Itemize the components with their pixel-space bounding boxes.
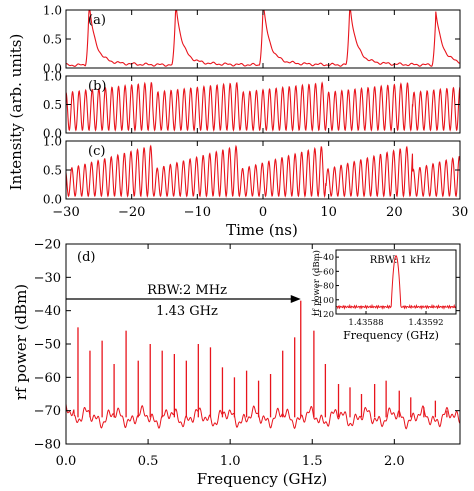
inset-y-tick-label: −40 [316,253,334,263]
x-tick-label: −30 [52,205,79,220]
y-tick-label: 0.5 [43,98,62,112]
inset-ylabel: rf power (dBm) [311,250,322,316]
y-tick-label: −40 [34,304,61,319]
intensity-trace-b [65,81,461,132]
x-tick-label: 2.0 [384,454,405,469]
inset-xlabel: Frequency (GHz) [343,329,439,342]
x-tick-label: 20 [386,205,403,220]
time-xlabel: Time (ns) [226,221,298,239]
x-tick-label: 10 [320,205,337,220]
time-ylabel: Intensity (arb. units) [7,34,25,191]
x-tick-label: 0.0 [56,454,77,469]
time-panel-b: 0.0 0.5 1.0 (b) [43,70,461,141]
time-panel-a: 0.0 0.5 1.0 (a) [43,4,461,76]
inset-y-tick-label: −100 [311,296,334,306]
inset-x-tick-label: 1.43592 [408,318,443,328]
y-tick-label: −80 [34,438,61,453]
y-tick-label: 0.0 [43,193,62,207]
x-tick-label: 1.5 [302,454,323,469]
inset-x-tick-label: 1.43588 [348,318,383,328]
y-tick-label: 1.0 [43,4,62,18]
inset-y-tick-label: −120 [311,310,334,320]
y-tick-label: −70 [34,404,61,419]
y-tick-label: −30 [34,271,61,286]
inset-rbw-annotation: RBW: 1 kHz [370,255,430,266]
rf-xlabel: Frequency (GHz) [197,470,328,488]
rbw-annotation: RBW:2 MHz [147,283,227,298]
x-tick-label: 0.5 [138,454,159,469]
y-tick-label: 0.0 [43,127,62,141]
rf-ylabel: rf power (dBm) [12,284,30,400]
intensity-trace-a [65,9,461,67]
y-tick-label: 0.5 [43,164,62,178]
y-tick-label: −20 [34,238,61,253]
inset-trace [335,254,457,310]
inset-y-tick-label: −80 [316,282,334,292]
panel-label: (c) [88,144,105,159]
freq-annotation: 1.43 GHz [156,304,218,319]
y-tick-label: 0.5 [43,33,62,47]
arrow-head-icon [290,295,301,303]
x-tick-label: 30 [452,205,469,220]
panel-label: (a) [88,13,106,28]
x-tick-label: 0 [259,205,267,220]
y-tick-label: 1.0 [43,135,62,149]
panel-label: (d) [77,250,95,265]
inset-frame [335,249,457,315]
rf-spectrum-panel: −20−30−40−50−60−70−800.0 0.5 1.0 1.5 2.0(d)R… [34,238,461,469]
rf-noise-trace [65,403,461,430]
y-tick-label: −60 [34,371,61,386]
x-tick-label: −10 [184,205,211,220]
y-tick-label: 1.0 [43,70,62,84]
x-tick-label: 1.0 [220,454,241,469]
x-tick-label: −20 [118,205,145,220]
inset-y-tick-label: −60 [316,267,334,277]
time-domain-panels: 0.0 0.5 1.0 (a) 0.0 0.5 1.0 (b) 0.0 0.5 1.0 (c) −30 −… [43,4,468,221]
inset-background [336,250,456,314]
inset-panel: −40 −60 −80 −100 −120 1.43588 1.43592 RBW: 1 kH… [311,249,457,342]
y-tick-label: 0.0 [43,62,62,76]
time-panel-c: 0.0 0.5 1.0 (c) [43,135,461,207]
intensity-trace-c [65,144,461,198]
y-tick-label: −50 [34,338,61,353]
panel-label: (b) [88,79,106,94]
